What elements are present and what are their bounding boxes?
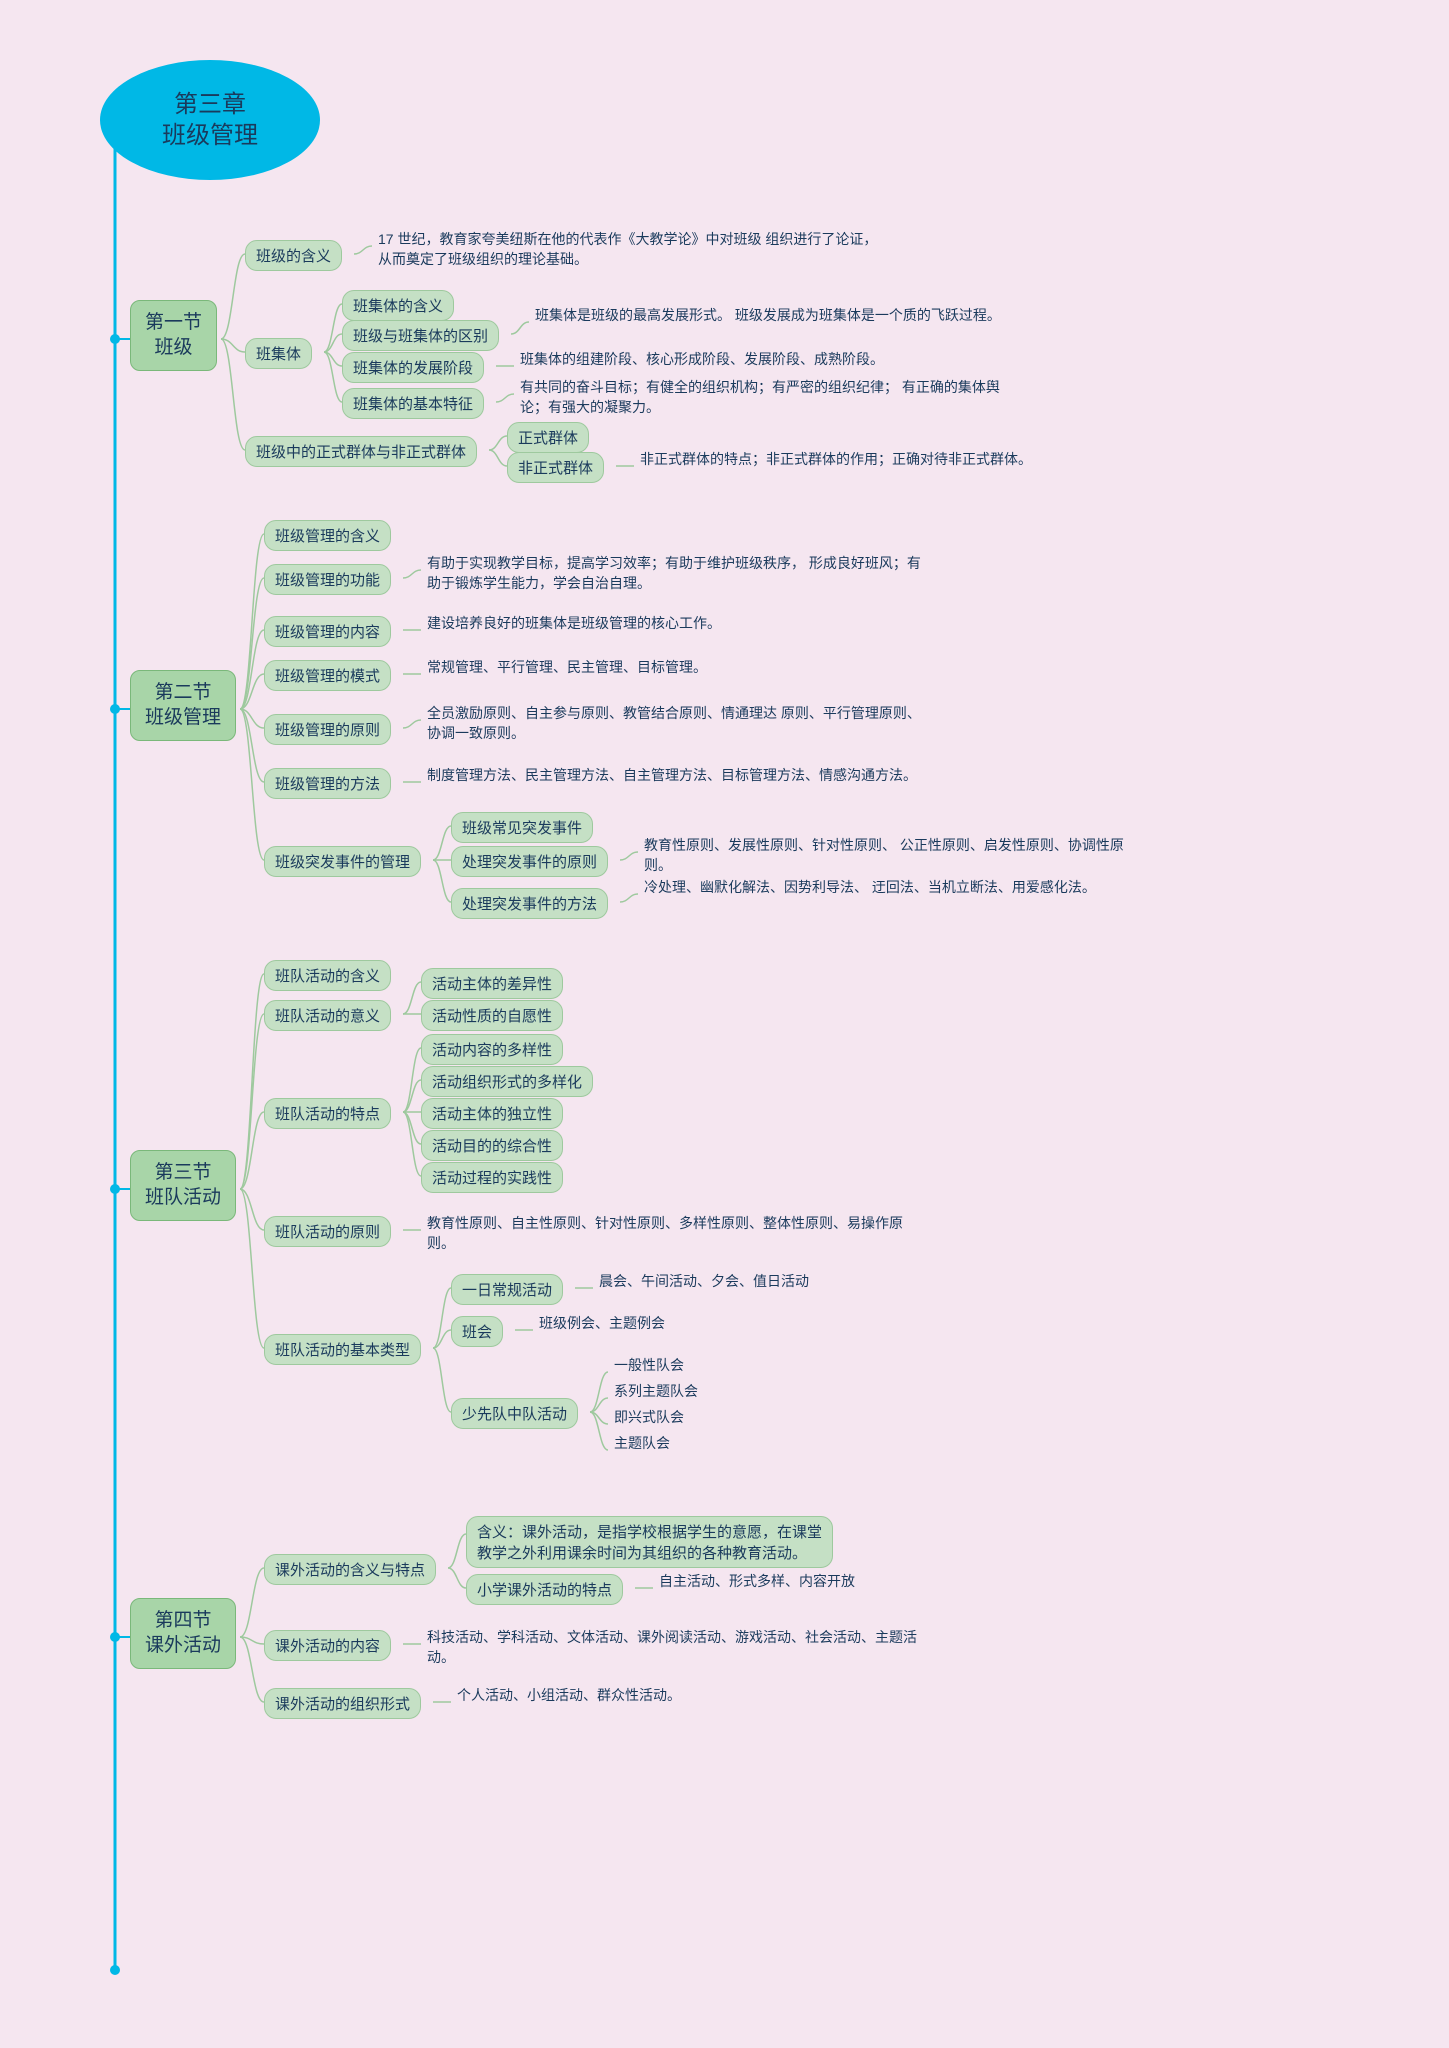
topic-node: 小学课外活动的特点 — [466, 1574, 623, 1605]
topic-node: 班级管理的内容 — [264, 616, 391, 647]
topic-node: 活动主体的差异性 — [421, 968, 563, 999]
topic-node: 活动过程的实践性 — [421, 1162, 563, 1193]
leaf-text: 有助于实现教学目标，提高学习效率；有助于维护班级秩序， 形成良好班风；有助于锻炼… — [427, 554, 927, 593]
topic-node: 一日常规活动 — [451, 1274, 563, 1305]
topic-node: 课外活动的含义与特点 — [264, 1554, 436, 1585]
leaf-text: 全员激励原则、自主参与原则、教管结合原则、情通理达 原则、平行管理原则、协调一致… — [427, 704, 927, 743]
topic-node: 班级中的正式群体与非正式群体 — [245, 436, 477, 467]
leaf-text: 17 世纪，教育家夸美纽斯在他的代表作《大教学论》中对班级 组织进行了论证，从而… — [378, 230, 878, 269]
leaf-text: 即兴式队会 — [614, 1408, 684, 1428]
topic-node: 班级常见突发事件 — [451, 812, 593, 843]
topic-node: 班级的含义 — [245, 240, 342, 271]
leaf-text: 非正式群体的特点；非正式群体的作用；正确对待非正式群体。 — [640, 450, 1032, 470]
topic-node: 班级管理的模式 — [264, 660, 391, 691]
topic-node: 班集体的发展阶段 — [342, 352, 484, 383]
topic-node: 班队活动的特点 — [264, 1098, 391, 1129]
leaf-text: 建设培养良好的班集体是班级管理的核心工作。 — [427, 614, 721, 634]
topic-node: 非正式群体 — [507, 452, 604, 483]
topic-node: 处理突发事件的原则 — [451, 846, 608, 877]
topic-node: 处理突发事件的方法 — [451, 888, 608, 919]
topic-node: 活动组织形式的多样化 — [421, 1066, 593, 1097]
topic-node: 班集体 — [245, 338, 312, 369]
topic-node: 班集体的基本特征 — [342, 388, 484, 419]
topic-node: 班级突发事件的管理 — [264, 846, 421, 877]
topic-node: 正式群体 — [507, 422, 589, 453]
leaf-text: 一般性队会 — [614, 1356, 684, 1376]
topic-node: 课外活动的组织形式 — [264, 1688, 421, 1719]
topic-node: 班级管理的原则 — [264, 714, 391, 745]
topic-node: 班级管理的功能 — [264, 564, 391, 595]
topic-node: 活动性质的自愿性 — [421, 1000, 563, 1031]
topic-node: 班队活动的含义 — [264, 960, 391, 991]
topic-node: 班集体的含义 — [342, 290, 454, 321]
leaf-text: 制度管理方法、民主管理方法、自主管理方法、目标管理方法、情感沟通方法。 — [427, 766, 917, 786]
topic-node: 班队活动的意义 — [264, 1000, 391, 1031]
section-node: 第三节 班队活动 — [130, 1150, 236, 1221]
leaf-text: 主题队会 — [614, 1434, 670, 1454]
leaf-boxed: 含义：课外活动，是指学校根据学生的意愿，在课堂 教学之外利用课余时间为其组织的各… — [466, 1516, 833, 1568]
leaf-text: 班级例会、主题例会 — [539, 1314, 665, 1334]
topic-node: 班队活动的原则 — [264, 1216, 391, 1247]
leaf-text: 系列主题队会 — [614, 1382, 698, 1402]
section-node: 第二节 班级管理 — [130, 670, 236, 741]
topic-node: 班级与班集体的区别 — [342, 320, 499, 351]
topic-node: 班级管理的方法 — [264, 768, 391, 799]
leaf-text: 常规管理、平行管理、民主管理、目标管理。 — [427, 658, 707, 678]
topic-node: 少先队中队活动 — [451, 1398, 578, 1429]
leaf-text: 冷处理、幽默化解法、因势利导法、 迂回法、当机立断法、用爱感化法。 — [644, 878, 1096, 898]
leaf-text: 个人活动、小组活动、群众性活动。 — [457, 1686, 681, 1706]
section-node: 第四节 课外活动 — [130, 1598, 236, 1669]
topic-node: 活动主体的独立性 — [421, 1098, 563, 1129]
leaf-text: 自主活动、形式多样、内容开放 — [659, 1572, 855, 1592]
leaf-text: 班集体的组建阶段、核心形成阶段、发展阶段、成熟阶段。 — [520, 350, 884, 370]
leaf-text: 有共同的奋斗目标；有健全的组织机构；有严密的组织纪律； 有正确的集体舆论；有强大… — [520, 378, 1020, 417]
leaf-text: 班集体是班级的最高发展形式。 班级发展成为班集体是一个质的飞跃过程。 — [535, 306, 1001, 326]
leaf-text: 教育性原则、自主性原则、针对性原则、多样性原则、整体性原则、易操作原则。 — [427, 1214, 927, 1253]
topic-node: 活动目的的综合性 — [421, 1130, 563, 1161]
topic-node: 班队活动的基本类型 — [264, 1334, 421, 1365]
leaf-text: 教育性原则、发展性原则、针对性原则、 公正性原则、启发性原则、协调性原则。 — [644, 836, 1144, 875]
topic-node: 班会 — [451, 1316, 503, 1347]
topic-node: 课外活动的内容 — [264, 1630, 391, 1661]
leaf-text: 科技活动、学科活动、文体活动、课外阅读活动、游戏活动、社会活动、主题活动。 — [427, 1628, 927, 1667]
leaf-text: 晨会、午间活动、夕会、值日活动 — [599, 1272, 809, 1292]
topic-node: 班级管理的含义 — [264, 520, 391, 551]
root-node: 第三章班级管理 — [100, 60, 320, 180]
section-node: 第一节 班级 — [130, 300, 217, 371]
topic-node: 活动内容的多样性 — [421, 1034, 563, 1065]
